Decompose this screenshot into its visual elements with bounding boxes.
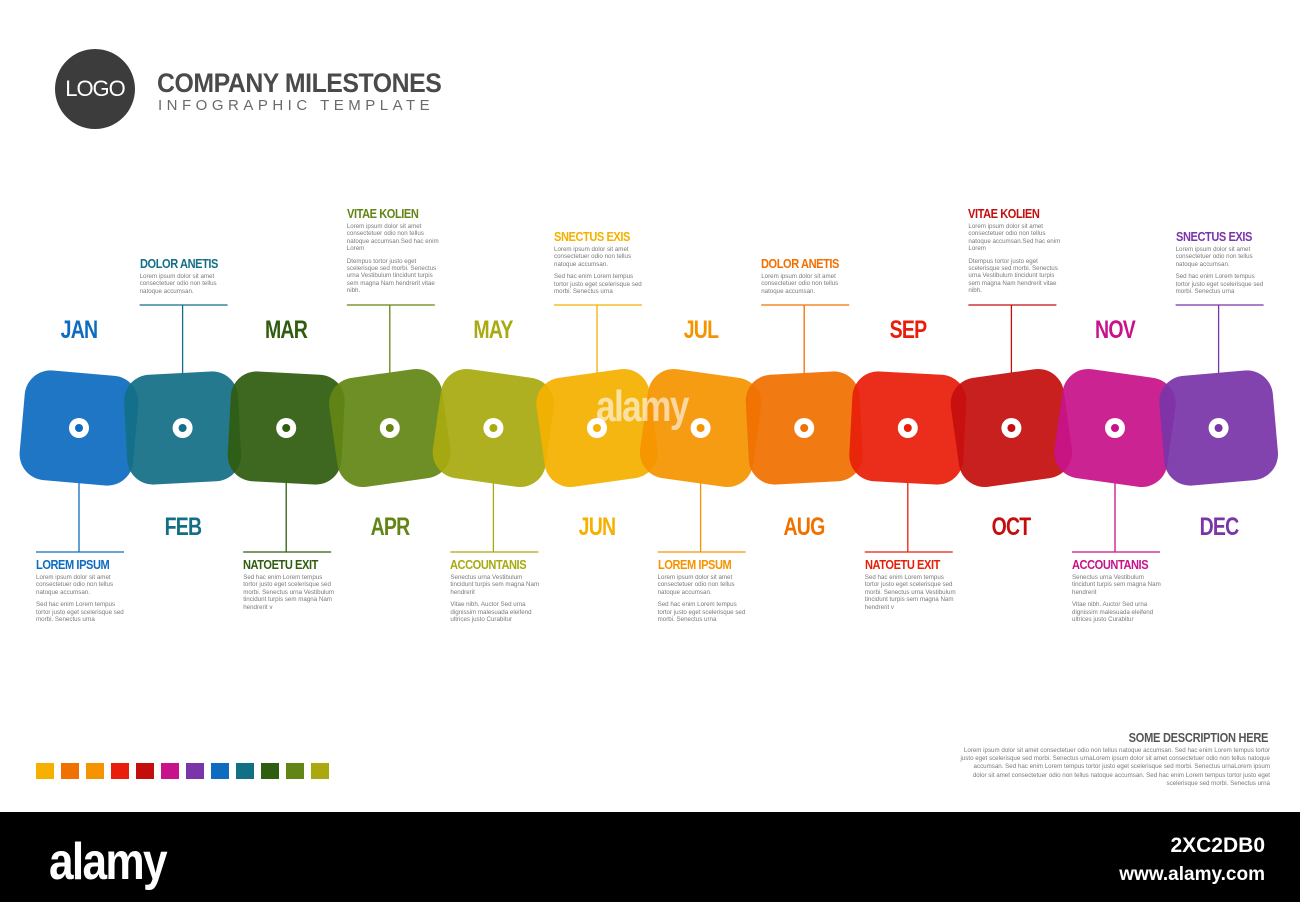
color-swatch-6 xyxy=(161,763,179,779)
entry-text: Dtempus tortor justo eget scelerisque se… xyxy=(346,257,437,295)
milestone-entry-may: ACCOUNTANIS Senectus urna Vestibulum tinc… xyxy=(450,557,542,628)
milestone-entry-jun: SNECTUS EXIS Lorem ipsum dolor sit amet c… xyxy=(554,229,646,300)
entry-title: SNECTUS EXIS xyxy=(554,229,630,244)
milestone-dot-sep xyxy=(903,424,912,432)
entry-title: DOLOR ANETIS xyxy=(761,256,840,271)
entry-title: NATOETU EXIT xyxy=(864,557,940,572)
entry-text: Vitae nibh. Auctor Sed urna dignissim ma… xyxy=(450,601,532,624)
company-logo: LOGO xyxy=(55,49,135,129)
page-title: COMPANY MILESTONES xyxy=(157,68,442,98)
milestone-dot-jan xyxy=(75,424,83,432)
month-label-sep: SEP xyxy=(889,316,927,344)
milestone-entry-jan: LOREM IPSUM Lorem ipsum dolor sit amet co… xyxy=(36,557,128,628)
entry-text: Sed hac enim Lorem tempus tortor justo e… xyxy=(243,574,334,611)
entry-title: ACCOUNTANIS xyxy=(450,557,527,572)
color-swatch-8 xyxy=(211,763,229,779)
color-swatch-2 xyxy=(61,763,79,779)
color-swatch-10 xyxy=(261,763,279,779)
color-swatch-11 xyxy=(286,763,304,779)
color-swatch-7 xyxy=(186,763,204,779)
description-title: SOME DESCRIPTION HERE xyxy=(1128,730,1268,745)
entry-text: Dtempus tortor justo eget scelerisque se… xyxy=(968,257,1058,295)
milestone-dot-mar xyxy=(282,424,291,432)
milestone-entry-apr: VITAE KOLIEN Lorem ipsum dolor sit amet c… xyxy=(347,206,439,300)
milestone-dot-may xyxy=(489,424,498,432)
entry-text: Lorem ipsum dolor sit amet consectetuer … xyxy=(346,223,439,253)
color-swatches xyxy=(36,763,329,779)
entry-text: Vitae nibh. Auctor Sed urna dignissim ma… xyxy=(1072,601,1154,624)
entry-text: Lorem ipsum dolor sit amet consectetuer … xyxy=(657,574,735,596)
month-label-jan: JAN xyxy=(60,316,98,344)
entry-title: VITAE KOLIEN xyxy=(968,206,1040,221)
color-swatch-3 xyxy=(86,763,104,779)
entry-text: Lorem ipsum dolor sit amet consectetuer … xyxy=(36,574,114,596)
milestone-dot-feb xyxy=(178,424,187,432)
month-label-oct: OCT xyxy=(991,513,1032,541)
month-label-nov: NOV xyxy=(1095,316,1136,344)
month-label-may: MAY xyxy=(473,316,514,344)
month-label-jun: JUN xyxy=(578,513,616,541)
entry-text: Senectus urna Vestibulum tincidunt turpi… xyxy=(450,574,540,596)
entry-title: LOREM IPSUM xyxy=(36,557,110,572)
milestone-dot-apr xyxy=(385,424,394,432)
timeline-graphic xyxy=(19,304,1279,553)
entry-text: Lorem ipsum dolor sit amet consectetuer … xyxy=(761,273,839,295)
entry-title: LOREM IPSUM xyxy=(657,557,732,572)
color-swatch-4 xyxy=(111,763,129,779)
milestone-entry-mar: NATOETU EXIT Sed hac enim Lorem tempus to… xyxy=(243,557,335,616)
entry-title: NATOETU EXIT xyxy=(243,557,319,572)
month-label-aug: AUG xyxy=(783,513,826,541)
milestone-dot-oct xyxy=(1007,424,1016,432)
footer-url: www.alamy.com xyxy=(1119,864,1265,885)
page-subtitle: INFOGRAPHIC TEMPLATE xyxy=(158,97,435,114)
entry-text: Sed hac enim Lorem tempus tortor justo e… xyxy=(864,574,956,611)
milestone-entry-sep: NATOETU EXIT Sed hac enim Lorem tempus to… xyxy=(865,557,957,616)
month-label-apr: APR xyxy=(370,513,410,541)
color-swatch-12 xyxy=(311,763,329,779)
month-label-jul: JUL xyxy=(683,316,718,344)
month-label-dec: DEC xyxy=(1199,513,1239,541)
watermark: alamy xyxy=(596,382,689,431)
milestone-entry-nov: ACCOUNTANIS Senectus urna Vestibulum tinc… xyxy=(1072,557,1164,628)
description-text: Lorem ipsum dolor sit amet consectetuer … xyxy=(960,747,1270,787)
entry-text: Sed hac enim Lorem tempus tortor justo e… xyxy=(554,273,642,296)
entry-text: Lorem ipsum dolor sit amet consectetuer … xyxy=(968,223,1061,253)
entry-text: Sed hac enim Lorem tempus tortor justo e… xyxy=(1175,273,1264,296)
entry-text: Sed hac enim Lorem tempus tortor justo e… xyxy=(36,601,124,624)
entry-text: Senectus urna Vestibulum tincidunt turpi… xyxy=(1072,574,1161,596)
entry-title: SNECTUS EXIS xyxy=(1175,229,1252,244)
milestone-dot-aug xyxy=(800,424,809,432)
month-label-feb: FEB xyxy=(164,513,201,541)
milestone-entry-dec: SNECTUS EXIS Lorem ipsum dolor sit amet c… xyxy=(1176,229,1268,300)
milestone-entry-feb: DOLOR ANETIS Lorem ipsum dolor sit amet c… xyxy=(140,256,232,300)
milestone-entry-aug: DOLOR ANETIS Lorem ipsum dolor sit amet c… xyxy=(761,256,853,300)
entry-text: Sed hac enim Lorem tempus tortor justo e… xyxy=(657,601,746,624)
entry-text: Lorem ipsum dolor sit amet consectetuer … xyxy=(554,246,632,268)
image-code: 2XC2DB0 xyxy=(1170,834,1265,857)
milestone-entry-oct: VITAE KOLIEN Lorem ipsum dolor sit amet c… xyxy=(968,206,1060,300)
color-swatch-5 xyxy=(136,763,154,779)
milestone-entry-jul: LOREM IPSUM Lorem ipsum dolor sit amet co… xyxy=(658,557,750,628)
milestone-dot-nov xyxy=(1111,424,1119,432)
color-swatch-9 xyxy=(236,763,254,779)
entry-text: Lorem ipsum dolor sit amet consectetuer … xyxy=(139,273,217,295)
milestone-dot-jul xyxy=(696,424,705,432)
month-label-mar: MAR xyxy=(265,316,308,344)
entry-title: DOLOR ANETIS xyxy=(139,256,218,271)
footer-logo: alamy xyxy=(49,833,168,891)
entry-text: Lorem ipsum dolor sit amet consectetuer … xyxy=(1175,246,1253,268)
milestone-dot-jun xyxy=(593,424,601,432)
milestone-dot-dec xyxy=(1214,424,1223,432)
color-swatch-1 xyxy=(36,763,54,779)
footer-bar: alamy 2XC2DB0 www.alamy.com xyxy=(0,812,1300,902)
entry-title: VITAE KOLIEN xyxy=(346,206,419,221)
entry-title: ACCOUNTANIS xyxy=(1072,557,1149,572)
